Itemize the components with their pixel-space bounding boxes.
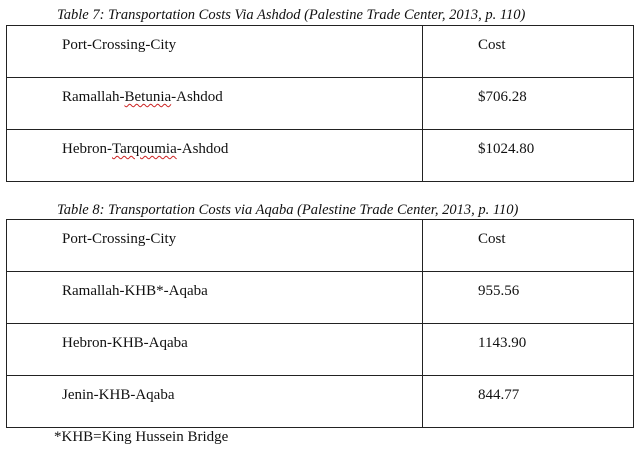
route-cell: Jenin-KHB-Aqaba [6,375,423,428]
table-header-row: Port-Crossing-City Cost [6,219,634,272]
route-cell: Hebron-Tarqoumia-Ashdod [6,129,423,182]
header-cell-cost: Cost [422,219,634,272]
table-row: Ramallah-Betunia-Ashdod $706.28 [6,77,634,130]
spellcheck-marked-word: Betunia [124,89,172,105]
table-header-row: Port-Crossing-City Cost [6,25,634,78]
table-row: Hebron-Tarqoumia-Ashdod $1024.80 [6,129,634,182]
spellcheck-marked-word: Tarqoumia [111,141,177,157]
route-cell: Hebron-KHB-Aqaba [6,323,423,376]
header-cell-route: Port-Crossing-City [6,219,423,272]
cost-cell: 844.77 [422,375,634,428]
route-cell: Ramallah-Betunia-Ashdod [6,77,423,130]
table-row: Jenin-KHB-Aqaba 844.77 [6,375,634,428]
route-cell: Ramallah-KHB*-Aqaba [6,271,423,324]
table-8-caption: Table 8: Transportation Costs via Aqaba … [57,202,519,218]
header-cell-route: Port-Crossing-City [6,25,423,78]
table-7-ashdod: Port-Crossing-City Cost Ramallah-Betunia… [6,25,634,182]
table-8-aqaba: Port-Crossing-City Cost Ramallah-KHB*-Aq… [6,219,634,428]
header-cell-cost: Cost [422,25,634,78]
table-row: Hebron-KHB-Aqaba 1143.90 [6,323,634,376]
table-row: Ramallah-KHB*-Aqaba 955.56 [6,271,634,324]
cost-cell: 955.56 [422,271,634,324]
cost-cell: $1024.80 [422,129,634,182]
cost-cell: 1143.90 [422,323,634,376]
cost-cell: $706.28 [422,77,634,130]
footnote: *KHB=King Hussein Bridge [54,429,229,445]
table-7-caption: Table 7: Transportation Costs Via Ashdod… [57,7,526,23]
